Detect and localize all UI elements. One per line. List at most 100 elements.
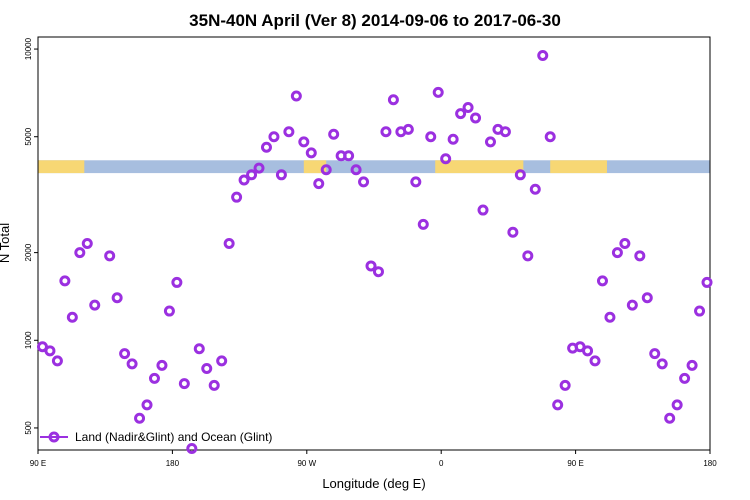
data-point xyxy=(499,126,511,138)
data-point xyxy=(522,250,534,262)
data-point xyxy=(290,90,302,102)
surface-band xyxy=(38,160,710,174)
data-point xyxy=(611,247,623,259)
data-point xyxy=(417,218,429,230)
data-point xyxy=(410,176,422,188)
data-point xyxy=(455,108,467,120)
x-tick-label: 90 E xyxy=(30,459,46,468)
data-point xyxy=(358,176,370,188)
data-point xyxy=(619,237,631,249)
data-point xyxy=(178,378,190,390)
data-point xyxy=(626,299,638,311)
data-point xyxy=(246,169,258,181)
data-point xyxy=(186,443,198,455)
data-point xyxy=(559,379,571,391)
x-axis-label: Longitude (deg E) xyxy=(322,476,425,491)
data-point xyxy=(104,250,116,262)
data-point xyxy=(477,204,489,216)
land-band-segment xyxy=(38,160,85,174)
data-point xyxy=(89,299,101,311)
data-point xyxy=(649,348,661,360)
data-point xyxy=(44,345,56,357)
data-point xyxy=(343,150,355,162)
data-point xyxy=(298,136,310,148)
data-point xyxy=(119,348,131,360)
data-point xyxy=(529,183,541,195)
data-point xyxy=(656,358,668,370)
data-point xyxy=(425,131,437,143)
data-point xyxy=(253,162,265,174)
x-tick-label: 90 W xyxy=(297,459,316,468)
data-point xyxy=(634,250,646,262)
data-point xyxy=(81,237,93,249)
y-tick-label: 500 xyxy=(24,421,33,435)
data-point xyxy=(193,343,205,355)
y-tick-label: 1000 xyxy=(24,331,33,349)
data-point xyxy=(447,133,459,145)
data-point xyxy=(701,276,713,288)
data-point xyxy=(387,94,399,106)
data-point xyxy=(141,399,153,411)
data-point xyxy=(126,358,138,370)
y-axis: 500 1000 2000 5000 10000 xyxy=(24,37,38,435)
legend: Land (Nadir&Glint) and Ocean (Glint) xyxy=(40,430,272,444)
data-point xyxy=(66,311,78,323)
data-point xyxy=(156,359,168,371)
data-point xyxy=(260,141,272,153)
land-band-segment xyxy=(435,160,524,174)
data-point xyxy=(440,153,452,165)
legend-label: Land (Nadir&Glint) and Ocean (Glint) xyxy=(75,430,272,444)
data-point xyxy=(582,345,594,357)
data-point xyxy=(604,311,616,323)
data-point xyxy=(320,164,332,176)
data-point xyxy=(402,123,414,135)
data-point xyxy=(552,399,564,411)
data-point xyxy=(432,86,444,98)
data-point xyxy=(268,131,280,143)
data-point xyxy=(664,412,676,424)
x-tick-label: 180 xyxy=(703,459,717,468)
legend-marker xyxy=(48,431,60,443)
data-point xyxy=(350,164,362,176)
data-point xyxy=(313,178,325,190)
ocean-band xyxy=(38,160,710,174)
x-tick-label: 180 xyxy=(166,459,180,468)
data-point xyxy=(74,247,86,259)
land-band-segment xyxy=(550,160,607,174)
land-band-segment xyxy=(303,160,327,174)
data-point xyxy=(372,266,384,278)
y-axis-label: N Total xyxy=(0,223,12,263)
data-point xyxy=(484,136,496,148)
data-point xyxy=(462,101,474,113)
data-point xyxy=(148,372,160,384)
data-point xyxy=(686,359,698,371)
data-point xyxy=(275,169,287,181)
data-point xyxy=(231,191,243,203)
data-point xyxy=(305,147,317,159)
x-axis: 90 E 180 90 W 0 90 E 180 xyxy=(30,450,717,468)
data-point xyxy=(51,355,63,367)
data-point xyxy=(59,275,71,287)
data-point xyxy=(238,174,250,186)
data-point xyxy=(134,412,146,424)
data-point xyxy=(111,292,123,304)
x-tick-label: 0 xyxy=(439,459,444,468)
y-tick-label: 2000 xyxy=(24,243,33,261)
data-point xyxy=(208,379,220,391)
data-point xyxy=(223,237,235,249)
data-point xyxy=(171,276,183,288)
data-point xyxy=(163,305,175,317)
data-point xyxy=(596,275,608,287)
data-point xyxy=(589,355,601,367)
data-point xyxy=(216,355,228,367)
data-point xyxy=(328,128,340,140)
chart-title: 35N-40N April (Ver 8) 2014-09-06 to 2017… xyxy=(189,11,561,30)
data-point xyxy=(514,169,526,181)
data-point xyxy=(537,50,549,62)
data-point xyxy=(201,363,213,375)
data-point xyxy=(544,131,556,143)
y-tick-label: 10000 xyxy=(24,37,33,60)
data-point xyxy=(679,372,691,384)
data-point xyxy=(507,226,519,238)
